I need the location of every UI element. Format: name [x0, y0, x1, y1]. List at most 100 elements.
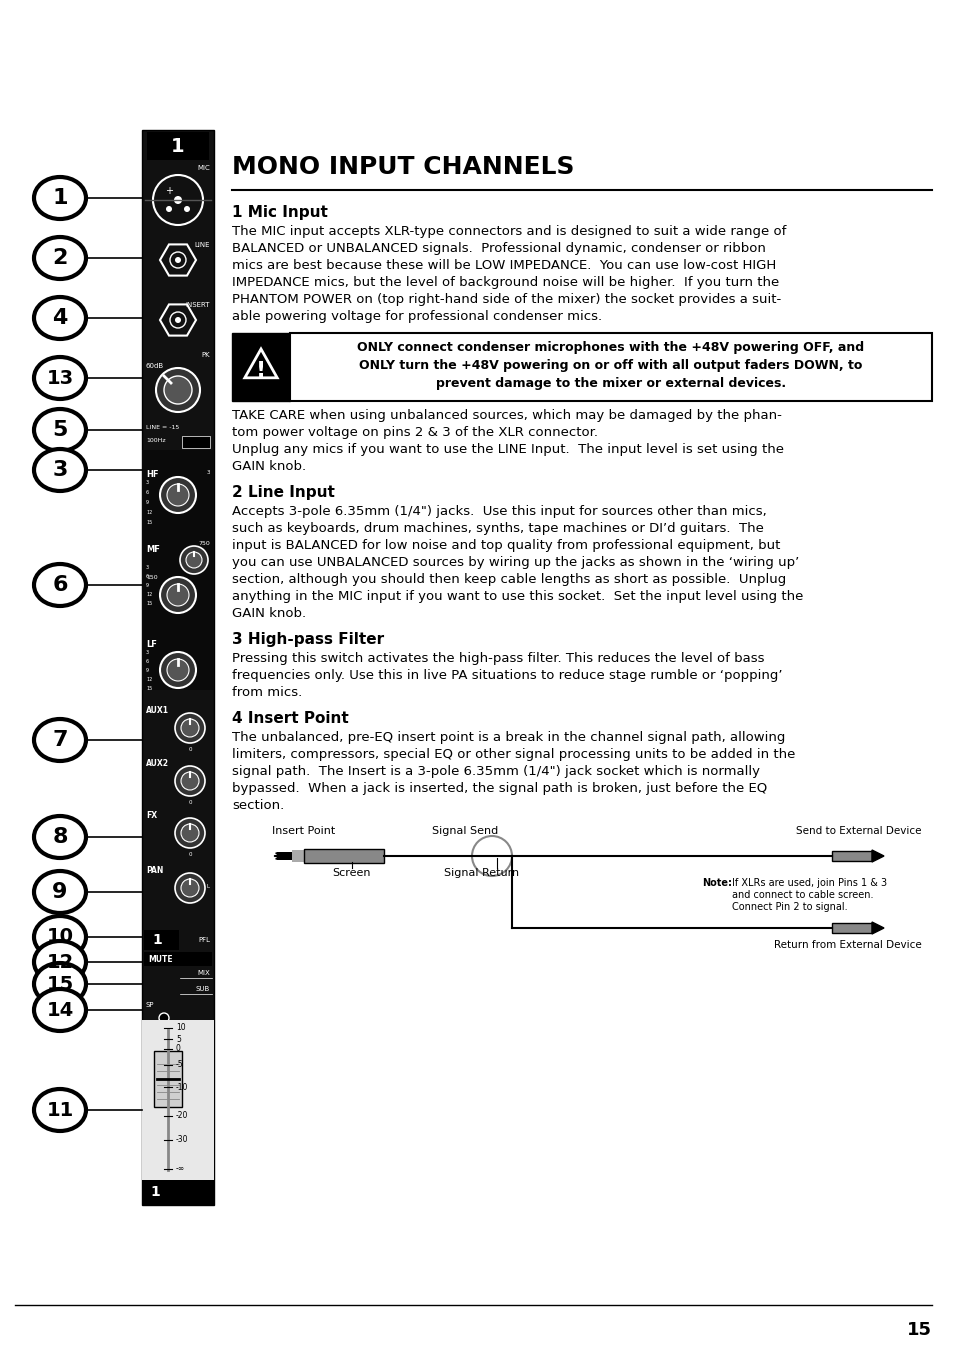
Text: anything in the MIC input if you want to use this socket.  Set the input level u: anything in the MIC input if you want to…	[232, 590, 802, 603]
Ellipse shape	[34, 916, 86, 958]
Ellipse shape	[34, 871, 86, 913]
Text: 9: 9	[146, 500, 149, 505]
Text: 1: 1	[171, 138, 185, 157]
Text: 11: 11	[47, 1101, 73, 1120]
Circle shape	[160, 577, 195, 613]
Text: 9: 9	[146, 584, 149, 588]
Text: GAIN knob.: GAIN knob.	[232, 607, 306, 620]
Text: 100Hz: 100Hz	[146, 438, 166, 443]
Ellipse shape	[34, 357, 86, 399]
Ellipse shape	[34, 963, 86, 1005]
Ellipse shape	[34, 449, 86, 490]
Circle shape	[164, 376, 192, 404]
Circle shape	[186, 553, 202, 567]
Text: frequencies only. Use this in live PA situations to reduce stage rumble or ‘popp: frequencies only. Use this in live PA si…	[232, 669, 781, 682]
Text: 14: 14	[47, 1001, 73, 1020]
Text: 15: 15	[146, 686, 152, 690]
Text: 13: 13	[47, 369, 73, 388]
Text: -20: -20	[175, 1112, 188, 1120]
Text: 0: 0	[188, 852, 192, 857]
Ellipse shape	[34, 1089, 86, 1131]
Text: 15: 15	[906, 1321, 931, 1339]
Text: limiters, compressors, special EQ or other signal processing units to be added i: limiters, compressors, special EQ or oth…	[232, 748, 795, 761]
Polygon shape	[871, 921, 883, 934]
Text: 0: 0	[188, 800, 192, 805]
Text: If XLRs are used, join Pins 1 & 3: If XLRs are used, join Pins 1 & 3	[731, 878, 886, 888]
Text: 3 High-pass Filter: 3 High-pass Filter	[232, 632, 384, 647]
Text: 15: 15	[47, 974, 73, 993]
Polygon shape	[245, 349, 277, 378]
Text: 2 Line Input: 2 Line Input	[232, 485, 335, 500]
Text: 12: 12	[47, 952, 73, 971]
Text: Screen: Screen	[333, 867, 371, 878]
Text: 10: 10	[175, 1024, 186, 1032]
Bar	[142, 1179, 213, 1205]
Text: Note:: Note:	[701, 878, 731, 888]
Text: 2: 2	[52, 249, 68, 267]
Text: 4: 4	[52, 308, 68, 328]
Bar	[144, 929, 179, 950]
Text: 1: 1	[52, 188, 68, 208]
Ellipse shape	[34, 816, 86, 858]
Text: 6: 6	[52, 576, 68, 594]
Text: 9: 9	[146, 667, 149, 673]
Text: 3: 3	[52, 459, 68, 480]
Circle shape	[159, 1013, 169, 1023]
Text: prevent damage to the mixer or external devices.: prevent damage to the mixer or external …	[436, 377, 785, 390]
Text: tom power voltage on pins 2 & 3 of the XLR connector.: tom power voltage on pins 2 & 3 of the X…	[232, 426, 598, 439]
Circle shape	[180, 546, 208, 574]
Text: LF: LF	[146, 640, 156, 648]
Text: LINE: LINE	[194, 242, 210, 249]
Ellipse shape	[34, 563, 86, 607]
Circle shape	[181, 719, 199, 738]
Bar	[831, 923, 871, 934]
Circle shape	[166, 205, 172, 212]
Text: 3: 3	[146, 650, 149, 655]
Bar	[142, 130, 213, 1205]
Text: HF: HF	[146, 470, 158, 480]
Text: -5: -5	[175, 1061, 183, 1069]
Text: 60dB: 60dB	[146, 363, 164, 369]
Text: 10: 10	[47, 928, 73, 947]
Text: signal path.  The Insert is a 3-pole 6.35mm (1/4") jack socket which is normally: signal path. The Insert is a 3-pole 6.35…	[232, 765, 760, 778]
Text: and connect to cable screen.: and connect to cable screen.	[731, 890, 873, 900]
Text: section, although you should then keep cable lengths as short as possible.  Unpl: section, although you should then keep c…	[232, 573, 785, 586]
Text: bypassed.  When a jack is inserted, the signal path is broken, just before the E: bypassed. When a jack is inserted, the s…	[232, 782, 766, 794]
Text: MIC: MIC	[197, 165, 210, 172]
Bar	[153, 1051, 182, 1106]
Text: Return from External Device: Return from External Device	[774, 940, 921, 950]
Bar	[232, 332, 290, 401]
Text: FX: FX	[146, 811, 157, 820]
Text: 15: 15	[146, 520, 152, 526]
Circle shape	[167, 659, 189, 681]
Bar	[290, 332, 931, 401]
Text: 1 Mic Input: 1 Mic Input	[232, 205, 328, 220]
Ellipse shape	[34, 719, 86, 761]
Text: 6: 6	[146, 490, 149, 494]
Text: BALANCED or UNBALANCED signals.  Professional dynamic, condenser or ribbon: BALANCED or UNBALANCED signals. Professi…	[232, 242, 765, 255]
Text: Signal Return: Signal Return	[444, 867, 519, 878]
Text: -30: -30	[175, 1135, 189, 1144]
Bar	[144, 952, 212, 966]
Text: SUB: SUB	[195, 986, 210, 992]
Circle shape	[170, 253, 186, 267]
Bar	[142, 1020, 213, 1179]
Text: LINE = -15: LINE = -15	[146, 426, 179, 430]
Circle shape	[174, 317, 181, 323]
Polygon shape	[871, 850, 883, 862]
Circle shape	[173, 196, 182, 204]
Text: 5: 5	[175, 1035, 181, 1044]
Text: 6: 6	[146, 659, 149, 663]
Bar	[182, 436, 210, 449]
Text: The unbalanced, pre-EQ insert point is a break in the channel signal path, allow: The unbalanced, pre-EQ insert point is a…	[232, 731, 784, 744]
Text: Pressing this switch activates the high-pass filter. This reduces the level of b: Pressing this switch activates the high-…	[232, 653, 763, 665]
Text: The MIC input accepts XLR-type connectors and is designed to suit a wide range o: The MIC input accepts XLR-type connector…	[232, 226, 785, 238]
Text: Insert Point: Insert Point	[272, 825, 335, 836]
Text: MF: MF	[146, 544, 160, 554]
Text: L: L	[207, 884, 210, 889]
Circle shape	[174, 257, 181, 263]
Bar	[276, 852, 292, 861]
Circle shape	[167, 584, 189, 607]
Text: mics are best because these will be LOW IMPEDANCE.  You can use low-cost HIGH: mics are best because these will be LOW …	[232, 259, 776, 272]
Text: 4 Insert Point: 4 Insert Point	[232, 711, 349, 725]
